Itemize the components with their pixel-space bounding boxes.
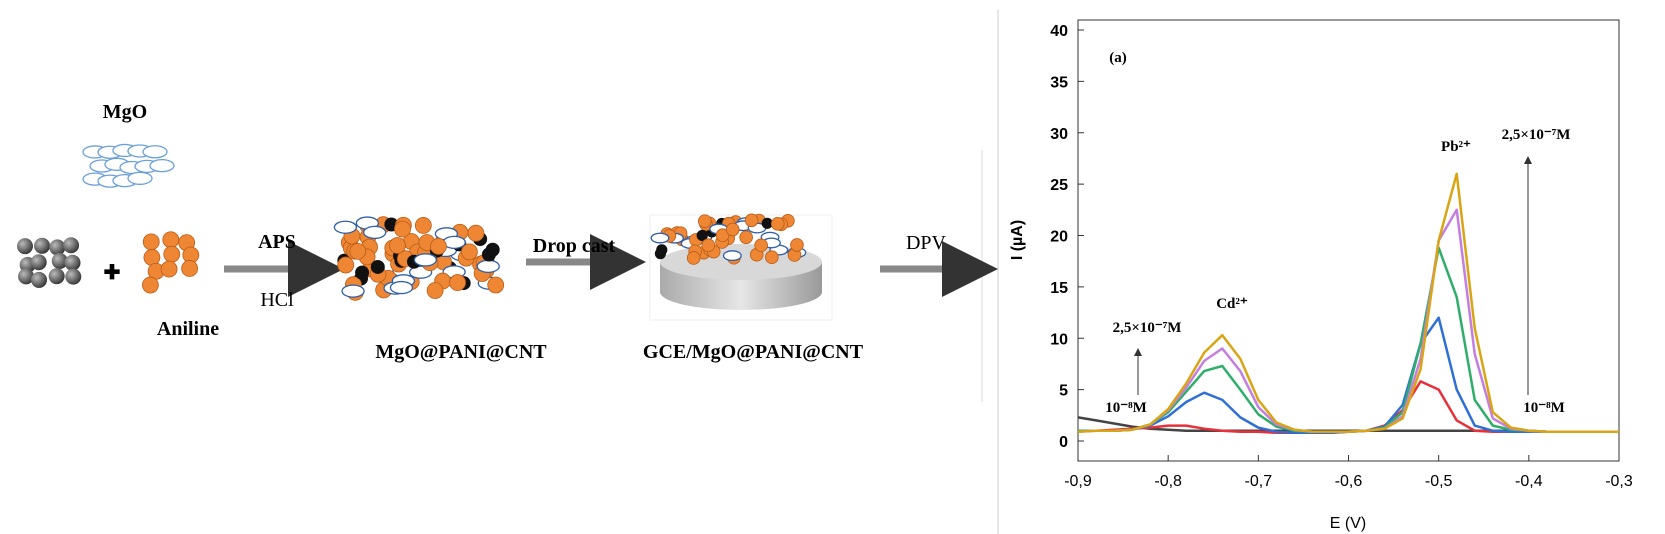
annotation: Cd²⁺ (1216, 296, 1248, 312)
pani-sphere (725, 222, 740, 237)
pani-sphere (744, 213, 759, 228)
y-tick-label: 30 (1050, 126, 1068, 143)
aniline-sphere (162, 231, 180, 249)
cnt-sphere (48, 268, 65, 285)
mgo-flake (127, 171, 153, 185)
mgo-flake (333, 220, 358, 234)
mgo-flake (341, 284, 365, 298)
y-tick-label: 40 (1050, 23, 1068, 40)
mgo-flake (476, 259, 500, 273)
mgo-flake (142, 145, 168, 159)
y-tick-label: 5 (1059, 383, 1068, 400)
cnt-sphere (481, 247, 496, 262)
mgo-flake (149, 158, 175, 173)
y-tick-label: 20 (1050, 229, 1068, 246)
pani-sphere (414, 217, 432, 234)
mgo-flake (389, 280, 414, 295)
cnt-sphere (63, 237, 80, 254)
pani-sphere (739, 230, 753, 245)
series-line (1077, 172, 1619, 434)
x-tick-label: -0,5 (1425, 473, 1453, 490)
pani-sphere (426, 282, 444, 299)
x-tick-label: -0,3 (1605, 473, 1633, 490)
cnt-sphere (65, 268, 82, 285)
pani-sphere (430, 237, 447, 255)
cnt-sphere (64, 254, 81, 271)
pani-sphere (765, 250, 779, 265)
schematic: MgO ✚ Aniline APS HCl MgO@PANI@CNT Drop … (16, 10, 999, 534)
dpv-label: DPV (906, 232, 947, 254)
pani-sphere (337, 256, 355, 274)
cnt-sphere (34, 237, 51, 254)
y-tick-label: 35 (1050, 74, 1068, 91)
x-tick-label: -0,8 (1154, 473, 1182, 490)
cnt-sphere (696, 229, 708, 242)
cnt-sphere (49, 239, 66, 256)
plot-frame (1077, 19, 1620, 462)
pani-sphere (697, 214, 712, 228)
y-tick-label: 10 (1050, 331, 1068, 348)
cnt-sphere (51, 252, 68, 269)
drop-cast-label: Drop cast (533, 235, 616, 257)
annotation: Pb²⁺ (1441, 139, 1471, 155)
y-tick-label: 25 (1050, 177, 1068, 194)
annotation: 10⁻⁸M (1105, 400, 1147, 416)
pani-sphere (754, 238, 768, 253)
cnt-sphere (761, 217, 773, 229)
annotation: (a) (1109, 50, 1127, 66)
pani-sphere (686, 251, 701, 265)
mgo-flake (363, 225, 387, 240)
x-axis-label: E (V) (1330, 515, 1366, 532)
pani-sphere (394, 220, 411, 238)
pani-sphere (449, 274, 466, 291)
composite-label: MgO@PANI@CNT (375, 341, 547, 363)
pani-sphere (701, 238, 716, 253)
pani-sphere (770, 216, 785, 231)
pani-sphere (389, 237, 406, 254)
mgo-label: MgO (103, 101, 147, 123)
mgo-flake (722, 250, 742, 262)
cnt-sphere (31, 271, 48, 288)
aniline-label: Aniline (157, 318, 219, 340)
x-tick-label: -0,9 (1064, 473, 1092, 490)
aniline-sphere (163, 245, 181, 263)
y-tick-label: 0 (1059, 434, 1068, 451)
cnt-sphere (16, 238, 33, 255)
x-tick-label: -0,4 (1515, 473, 1543, 490)
annotation: 2,5×10⁻⁷M (1502, 127, 1571, 143)
x-tick-label: -0,6 (1335, 473, 1363, 490)
pani-sphere (487, 276, 505, 294)
cnt-sphere (355, 265, 370, 280)
x-tick-label: -0,7 (1245, 473, 1273, 490)
cnt-sphere (30, 254, 47, 271)
y-axis-label: I (µA) (1009, 220, 1026, 260)
cnt-sphere (18, 268, 35, 285)
electrode-label: GCE/MgO@PANI@CNT (643, 341, 864, 363)
mgo-flake (413, 253, 438, 267)
photo-frame (649, 214, 833, 321)
cnt-sphere (370, 259, 385, 274)
aps-label: APS (258, 231, 296, 253)
aniline-sphere (160, 260, 178, 278)
cnt-sphere (656, 244, 668, 256)
pani-sphere (467, 224, 485, 242)
chart: E (V) I (µA) 0 5 10 15 20 25 30 35 40 -0,9 -0,8 -0,… (1009, 19, 1633, 532)
aniline-sphere (181, 260, 199, 277)
mgo-flake (650, 232, 670, 244)
y-tick-label: 15 (1050, 280, 1068, 297)
hcl-label: HCl (260, 289, 294, 311)
pani-sphere (790, 238, 804, 252)
aniline-sphere (141, 276, 159, 294)
annotation: 2,5×10⁻⁷M (1113, 320, 1182, 336)
pani-sphere (349, 242, 367, 260)
annotation: 10⁻⁸M (1523, 400, 1565, 416)
plus: ✚ (104, 262, 121, 284)
aniline-sphere (142, 233, 160, 251)
pani-sphere (461, 243, 478, 261)
